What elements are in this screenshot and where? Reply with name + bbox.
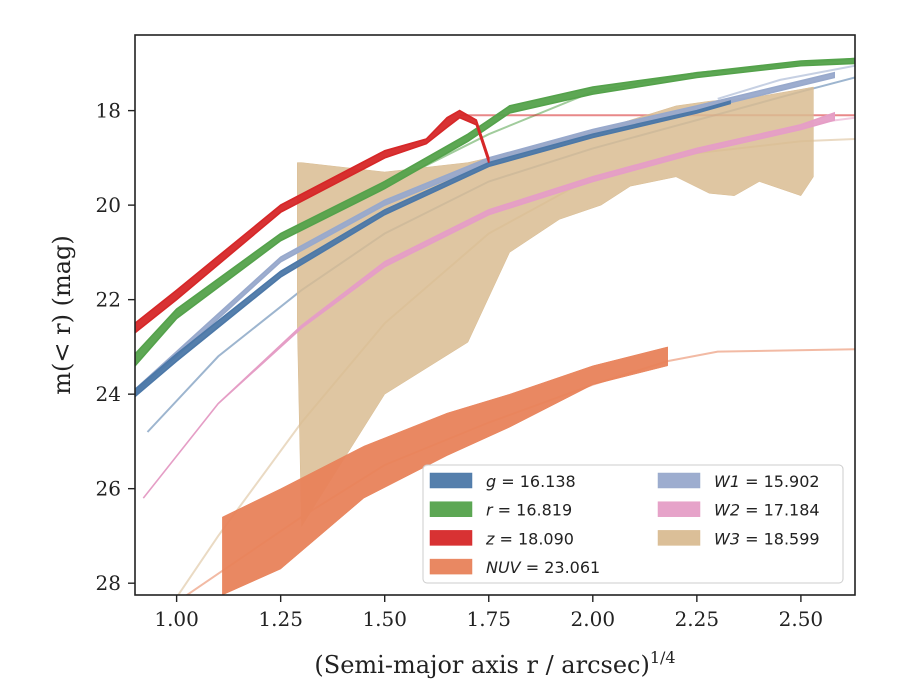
x-axis-label: (Semi-major axis r / arcsec)1/4 <box>314 648 675 679</box>
x-tick-label: 2.25 <box>675 607 720 631</box>
y-tick-label: 18 <box>96 99 121 123</box>
x-tick-label: 1.50 <box>362 607 407 631</box>
legend-swatch-r <box>429 501 473 517</box>
x-tick-label: 1.75 <box>466 607 511 631</box>
legend-box <box>422 464 844 584</box>
plot-frame <box>134 34 856 596</box>
legend-label-g: g = 16.138 <box>486 472 576 491</box>
legend-label-z: z = 18.090 <box>485 529 574 548</box>
series-g-band <box>135 100 731 398</box>
legend-swatch-w1 <box>657 472 701 489</box>
legend-swatch-g <box>429 472 473 489</box>
x-tick-label: 1.00 <box>154 607 199 631</box>
x-tick-label: 2.50 <box>779 607 824 631</box>
y-tick-label: 20 <box>96 193 121 217</box>
legend-swatch-nuv <box>429 558 473 575</box>
y-axis-label: m(< r) (mag) <box>48 235 76 394</box>
legend-swatch-z <box>429 530 473 546</box>
y-tick-label: 28 <box>96 571 121 595</box>
legend-swatch-w2 <box>657 501 701 517</box>
y-tick-label: 24 <box>96 382 121 406</box>
series-r-band <box>135 57 855 368</box>
legend-label-w2: W2 = 17.184 <box>714 501 820 520</box>
legend-label-w3: W3 = 18.599 <box>714 529 820 548</box>
y-tick-label: 22 <box>96 288 121 312</box>
legend-label-nuv: NUV = 23.061 <box>486 558 600 577</box>
y-tick-label: 26 <box>96 477 121 501</box>
legend-label-w1: W1 = 15.902 <box>714 472 820 491</box>
x-axis-ticks: 1.00 1.25 1.50 1.75 2.00 2.25 2.50 <box>154 595 823 631</box>
x-tick-label: 1.25 <box>258 607 303 631</box>
y-axis-ticks: 18 20 22 24 26 28 <box>96 99 135 595</box>
legend-label-r: r = 16.819 <box>486 501 572 520</box>
series-w1-band <box>135 71 836 396</box>
series-z-band <box>135 109 490 334</box>
series-w2-band <box>142 111 836 499</box>
measured-bands <box>135 57 855 595</box>
series-w1-extrapolated-line <box>717 64 855 100</box>
legend-swatch-w3 <box>657 530 701 546</box>
x-axis-label-exponent: 1/4 <box>650 648 676 667</box>
series-nuv-band <box>222 346 668 595</box>
legend: g = 16.138 r = 16.819 z = 18.090 NUV = 23.0… <box>422 464 844 584</box>
x-tick-label: 2.00 <box>571 607 616 631</box>
